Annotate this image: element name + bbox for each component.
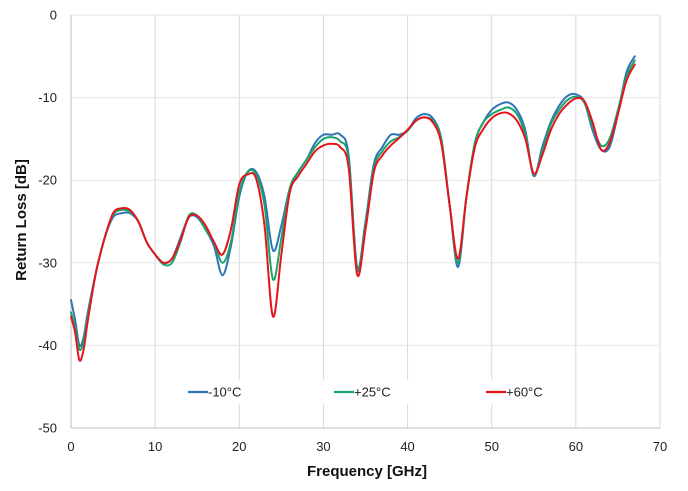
legend-label-0: -10°C: [208, 385, 241, 400]
x-tick-label-10: 10: [148, 439, 162, 454]
x-axis-title: Frequency [GHz]: [307, 463, 427, 480]
y-tick-label--40: -40: [38, 338, 57, 353]
x-tick-label-0: 0: [67, 439, 74, 454]
legend: -10°C +25°C +60°C: [160, 380, 562, 404]
series-lines: [70, 55, 636, 362]
y-tick-label--10: -10: [38, 90, 57, 105]
y-tick-label--20: -20: [38, 173, 57, 188]
x-tick-label-70: 70: [653, 439, 667, 454]
y-tick-label-0: 0: [50, 8, 57, 23]
series-line-2: [70, 63, 636, 362]
legend-label-2: +60°C: [506, 385, 543, 400]
x-tick-label-30: 30: [316, 439, 330, 454]
y-axis-title: Return Loss [dB]: [13, 159, 30, 281]
y-axis-tick-labels: 0 -10 -20 -30 -40 -50: [38, 8, 57, 436]
x-axis-tick-labels: 0 10 20 30 40 50 60 70: [67, 439, 667, 454]
x-tick-label-40: 40: [400, 439, 414, 454]
x-tick-label-20: 20: [232, 439, 246, 454]
x-tick-label-60: 60: [569, 439, 583, 454]
plot-area-frame: [70, 15, 660, 429]
y-tick-label--50: -50: [38, 421, 57, 436]
legend-label-1: +25°C: [354, 385, 391, 400]
y-tick-label--30: -30: [38, 255, 57, 270]
x-tick-label-50: 50: [484, 439, 498, 454]
